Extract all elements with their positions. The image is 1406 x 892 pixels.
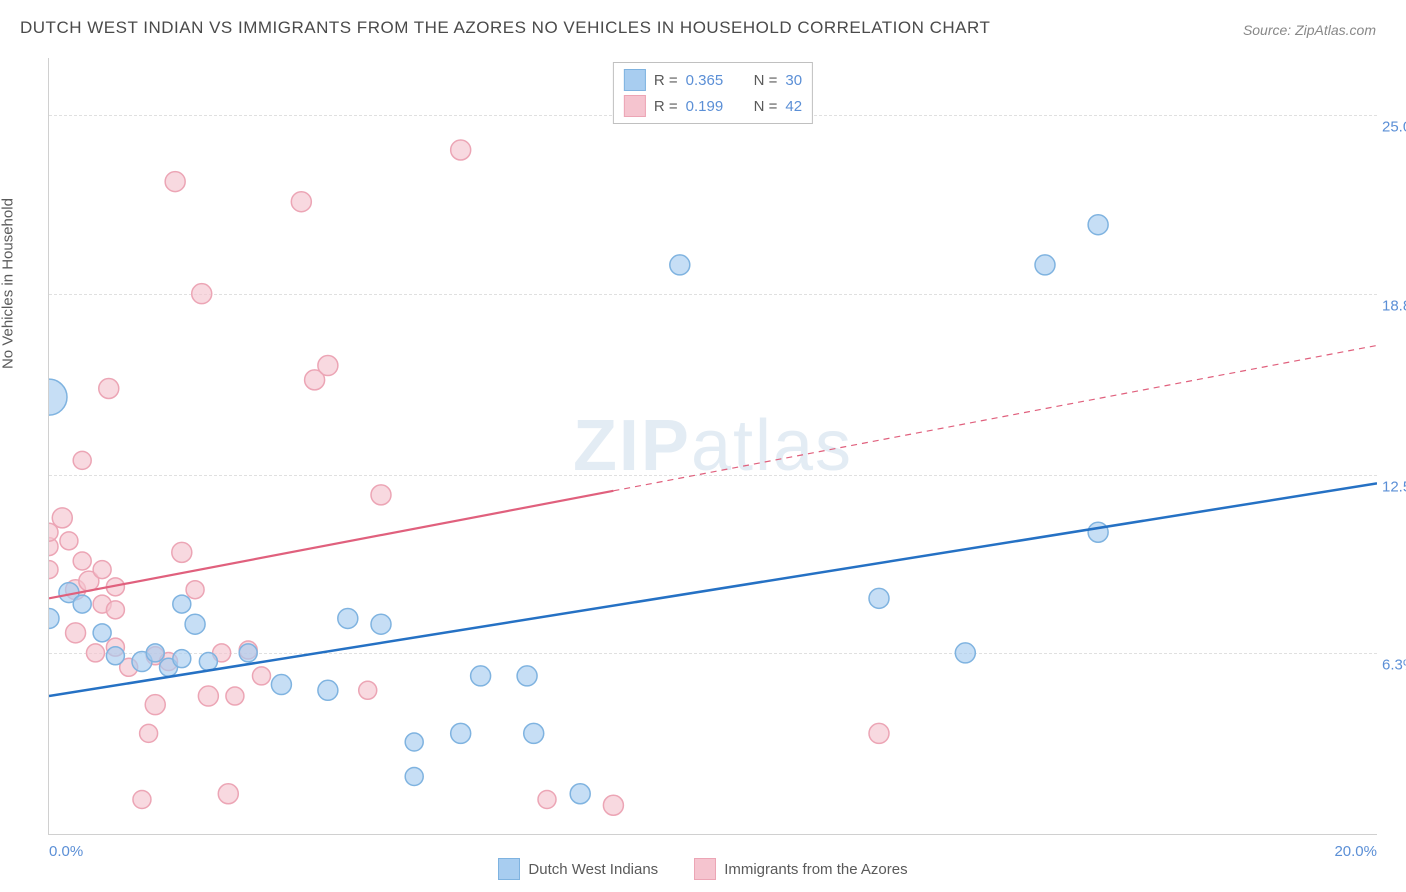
- scatter-point: [146, 644, 164, 662]
- scatter-point: [186, 581, 204, 599]
- scatter-point: [49, 379, 67, 415]
- scatter-point: [359, 681, 377, 699]
- scatter-point: [252, 667, 270, 685]
- scatter-point: [106, 601, 124, 619]
- scatter-point: [165, 172, 185, 192]
- scatter-point: [570, 784, 590, 804]
- scatter-point: [371, 485, 391, 505]
- r-value: 0.199: [686, 98, 736, 115]
- scatter-point: [145, 695, 165, 715]
- scatter-point: [271, 675, 291, 695]
- scatter-point: [338, 608, 358, 628]
- scatter-point: [173, 650, 191, 668]
- scatter-point: [524, 723, 544, 743]
- r-label: R =: [654, 98, 678, 115]
- y-tick-label: 12.5%: [1382, 478, 1406, 495]
- scatter-point: [140, 724, 158, 742]
- scatter-point: [199, 653, 217, 671]
- scatter-point: [86, 644, 104, 662]
- legend-stat-row: R = 0.199 N = 42: [624, 93, 802, 119]
- scatter-point: [93, 624, 111, 642]
- scatter-point: [405, 733, 423, 751]
- scatter-point: [226, 687, 244, 705]
- scatter-point: [239, 644, 257, 662]
- scatter-point: [106, 647, 124, 665]
- n-label: N =: [754, 98, 778, 115]
- scatter-point: [185, 614, 205, 634]
- scatter-point: [218, 784, 238, 804]
- chart-container: DUTCH WEST INDIAN VS IMMIGRANTS FROM THE…: [0, 0, 1406, 892]
- scatter-point: [371, 614, 391, 634]
- legend-label: Dutch West Indians: [528, 861, 658, 878]
- n-label: N =: [754, 72, 778, 89]
- chart-title: DUTCH WEST INDIAN VS IMMIGRANTS FROM THE…: [20, 18, 990, 38]
- scatter-point: [60, 532, 78, 550]
- scatter-point: [291, 192, 311, 212]
- legend-swatch: [498, 858, 520, 880]
- n-value: 30: [785, 72, 802, 89]
- scatter-point: [603, 795, 623, 815]
- legend-item: Immigrants from the Azores: [694, 858, 907, 880]
- scatter-point: [869, 723, 889, 743]
- scatter-point: [538, 791, 556, 809]
- correlation-legend: R = 0.365 N = 30 R = 0.199 N = 42: [613, 62, 813, 124]
- y-tick-label: 25.0%: [1382, 119, 1406, 136]
- legend-swatch: [624, 69, 646, 91]
- scatter-point: [198, 686, 218, 706]
- legend-stat-row: R = 0.365 N = 30: [624, 67, 802, 93]
- scatter-point: [73, 451, 91, 469]
- trend-line: [49, 483, 1377, 696]
- scatter-point: [133, 791, 151, 809]
- scatter-point: [955, 643, 975, 663]
- scatter-plot-svg: [49, 58, 1377, 834]
- scatter-point: [471, 666, 491, 686]
- scatter-point: [670, 255, 690, 275]
- scatter-point: [172, 542, 192, 562]
- scatter-point: [73, 595, 91, 613]
- legend-item: Dutch West Indians: [498, 858, 658, 880]
- scatter-point: [1088, 522, 1108, 542]
- scatter-point: [318, 680, 338, 700]
- scatter-point: [1088, 215, 1108, 235]
- r-value: 0.365: [686, 72, 736, 89]
- scatter-point: [99, 379, 119, 399]
- legend-swatch: [624, 95, 646, 117]
- n-value: 42: [785, 98, 802, 115]
- scatter-point: [49, 561, 58, 579]
- scatter-point: [66, 623, 86, 643]
- scatter-point: [1035, 255, 1055, 275]
- source-attribution: Source: ZipAtlas.com: [1243, 22, 1376, 38]
- scatter-point: [869, 588, 889, 608]
- scatter-point: [318, 356, 338, 376]
- trend-line-dashed: [613, 345, 1377, 490]
- scatter-point: [517, 666, 537, 686]
- trend-line: [49, 491, 613, 598]
- scatter-point: [73, 552, 91, 570]
- scatter-point: [405, 768, 423, 786]
- scatter-point: [451, 723, 471, 743]
- series-legend: Dutch West Indians Immigrants from the Az…: [0, 858, 1406, 884]
- r-label: R =: [654, 72, 678, 89]
- y-tick-label: 6.3%: [1382, 656, 1406, 673]
- scatter-point: [49, 608, 59, 628]
- scatter-point: [192, 284, 212, 304]
- scatter-point: [173, 595, 191, 613]
- scatter-point: [93, 561, 111, 579]
- plot-area: ZIPatlas 6.3%12.5%18.8%25.0% 0.0%20.0% R…: [48, 58, 1377, 835]
- legend-swatch: [694, 858, 716, 880]
- y-tick-label: 18.8%: [1382, 297, 1406, 314]
- legend-label: Immigrants from the Azores: [724, 861, 907, 878]
- scatter-point: [52, 508, 72, 528]
- y-axis-label: No Vehicles in Household: [0, 198, 17, 369]
- scatter-point: [451, 140, 471, 160]
